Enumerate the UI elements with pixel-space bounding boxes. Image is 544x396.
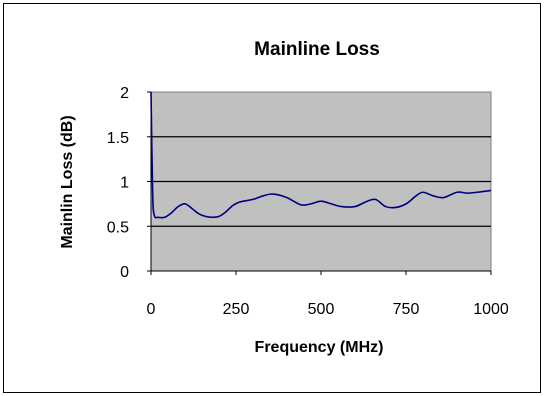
y-axis-title: Mainlin Loss (dB) xyxy=(59,115,76,248)
y-tick-label-0: 0 xyxy=(120,264,129,281)
tick-labels: 0 0.5 1 1.5 2 0 250 500 750 1000 xyxy=(107,85,509,318)
series-line-0 xyxy=(150,91,492,219)
x-tick-label-0: 0 xyxy=(147,301,156,318)
chart-title: Mainline Loss xyxy=(254,39,380,60)
y-tick-label-3: 1.5 xyxy=(107,130,129,147)
x-axis-title: Frequency (MHz) xyxy=(255,339,384,356)
y-tick-label-2: 1 xyxy=(120,175,129,192)
y-tick-label-1: 0.5 xyxy=(107,219,129,236)
x-tick-label-3: 750 xyxy=(393,301,420,318)
y-tick-label-4: 2 xyxy=(120,85,129,102)
x-tick-label-2: 500 xyxy=(308,301,335,318)
x-tick-label-4: 1000 xyxy=(473,301,509,318)
series-layer xyxy=(150,91,492,219)
gridlines xyxy=(151,136,491,227)
x-tick-label-1: 250 xyxy=(223,301,250,318)
